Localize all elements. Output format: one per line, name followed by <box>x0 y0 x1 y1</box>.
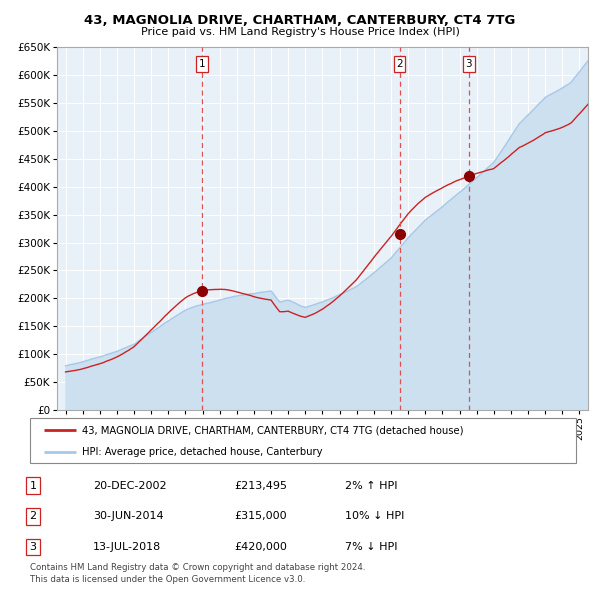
Text: 7% ↓ HPI: 7% ↓ HPI <box>345 542 398 552</box>
Text: Contains HM Land Registry data © Crown copyright and database right 2024.: Contains HM Land Registry data © Crown c… <box>30 563 365 572</box>
Text: 3: 3 <box>29 542 37 552</box>
Text: 43, MAGNOLIA DRIVE, CHARTHAM, CANTERBURY, CT4 7TG: 43, MAGNOLIA DRIVE, CHARTHAM, CANTERBURY… <box>85 14 515 27</box>
Text: Price paid vs. HM Land Registry's House Price Index (HPI): Price paid vs. HM Land Registry's House … <box>140 27 460 37</box>
Text: 3: 3 <box>466 59 472 69</box>
Text: 1: 1 <box>29 481 37 490</box>
Text: £420,000: £420,000 <box>234 542 287 552</box>
FancyBboxPatch shape <box>30 418 576 463</box>
Text: 2: 2 <box>396 59 403 69</box>
Text: 1: 1 <box>199 59 205 69</box>
Text: This data is licensed under the Open Government Licence v3.0.: This data is licensed under the Open Gov… <box>30 575 305 584</box>
Text: 20-DEC-2002: 20-DEC-2002 <box>93 481 167 490</box>
Text: 2% ↑ HPI: 2% ↑ HPI <box>345 481 398 490</box>
Text: 30-JUN-2014: 30-JUN-2014 <box>93 512 164 521</box>
Text: £315,000: £315,000 <box>234 512 287 521</box>
Text: 10% ↓ HPI: 10% ↓ HPI <box>345 512 404 521</box>
Text: 43, MAGNOLIA DRIVE, CHARTHAM, CANTERBURY, CT4 7TG (detached house): 43, MAGNOLIA DRIVE, CHARTHAM, CANTERBURY… <box>82 425 463 435</box>
Text: 2: 2 <box>29 512 37 521</box>
Text: £213,495: £213,495 <box>234 481 287 490</box>
Text: 13-JUL-2018: 13-JUL-2018 <box>93 542 161 552</box>
Text: HPI: Average price, detached house, Canterbury: HPI: Average price, detached house, Cant… <box>82 447 322 457</box>
